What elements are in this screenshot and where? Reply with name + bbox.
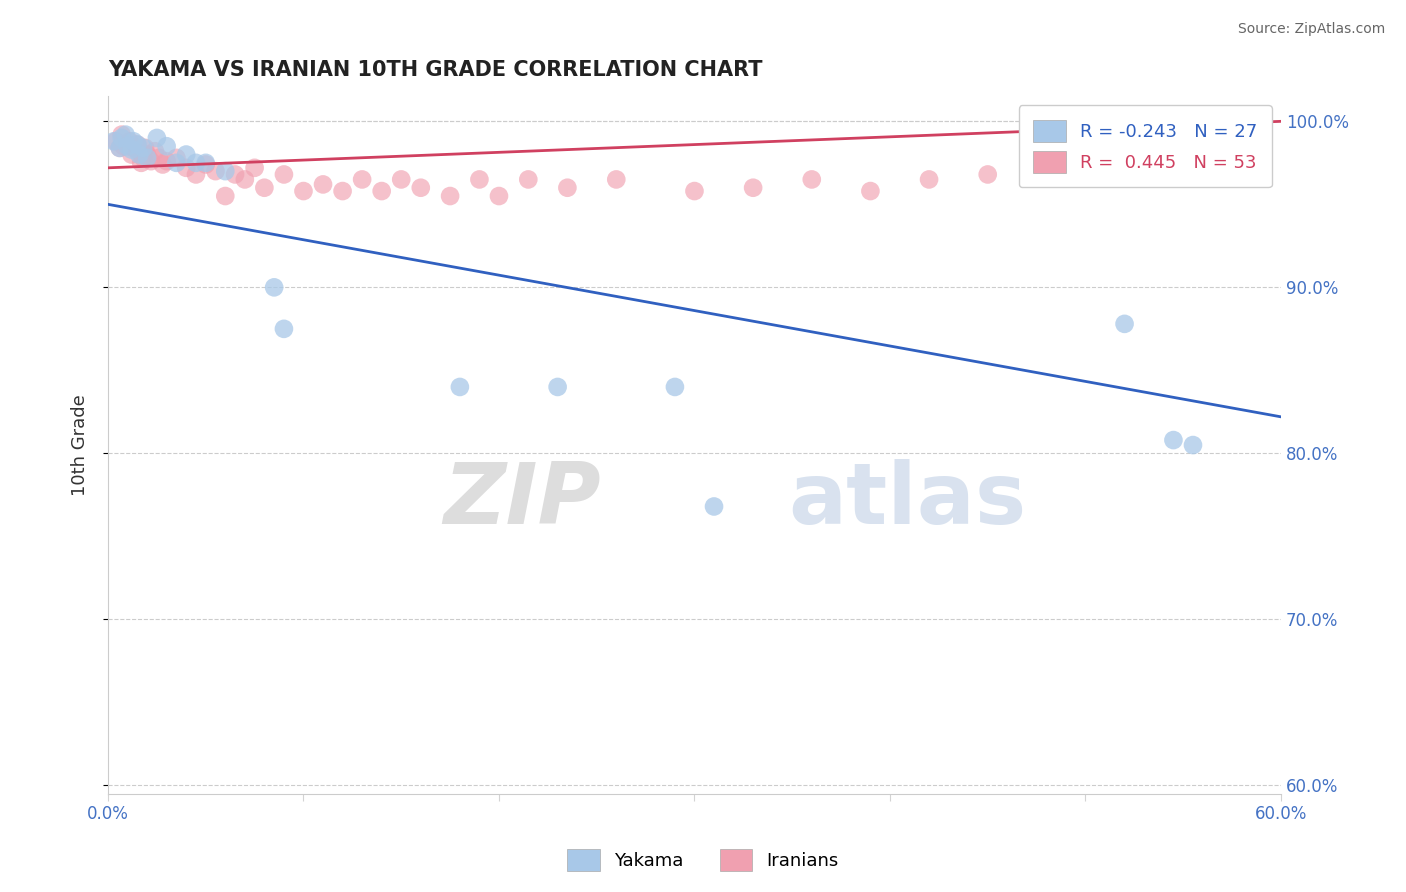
Point	[143, 145, 166, 159]
Point	[111, 131, 134, 145]
Point	[683, 184, 706, 198]
Point	[184, 168, 207, 182]
Point	[332, 184, 354, 198]
Point	[194, 156, 217, 170]
Point	[389, 172, 412, 186]
Point	[352, 172, 374, 186]
Point	[174, 147, 197, 161]
Point	[104, 134, 127, 148]
Point	[263, 280, 285, 294]
Point	[120, 143, 142, 157]
Point	[117, 137, 139, 152]
Point	[128, 145, 150, 159]
Point	[184, 156, 207, 170]
Point	[517, 172, 540, 186]
Point	[233, 172, 256, 186]
Point	[132, 141, 155, 155]
Point	[253, 180, 276, 194]
Point	[148, 151, 170, 165]
Point	[243, 161, 266, 175]
Point	[156, 139, 179, 153]
Point	[117, 139, 139, 153]
Text: Source: ZipAtlas.com: Source: ZipAtlas.com	[1237, 22, 1385, 37]
Point	[605, 172, 627, 186]
Point	[918, 172, 941, 186]
Point	[370, 184, 392, 198]
Point	[439, 189, 461, 203]
Point	[273, 168, 295, 182]
Point	[800, 172, 823, 186]
Point	[108, 141, 131, 155]
Point	[1181, 438, 1204, 452]
Point	[136, 147, 159, 161]
Point	[114, 128, 136, 142]
Point	[1240, 120, 1263, 134]
Point	[111, 128, 134, 142]
Point	[146, 131, 169, 145]
Point	[557, 180, 579, 194]
Point	[214, 189, 236, 203]
Text: ZIP: ZIP	[443, 459, 600, 542]
Point	[742, 180, 765, 194]
Point	[204, 164, 226, 178]
Point	[139, 154, 162, 169]
Point	[977, 168, 1000, 182]
Point	[134, 141, 156, 155]
Point	[1220, 126, 1243, 140]
Point	[103, 134, 125, 148]
Point	[1163, 433, 1185, 447]
Text: YAKAMA VS IRANIAN 10TH GRADE CORRELATION CHART: YAKAMA VS IRANIAN 10TH GRADE CORRELATION…	[108, 60, 762, 79]
Point	[128, 147, 150, 161]
Point	[129, 156, 152, 170]
Point	[127, 137, 149, 152]
Point	[312, 178, 335, 192]
Point	[547, 380, 569, 394]
Legend: R = -0.243   N = 27, R =  0.445   N = 53: R = -0.243 N = 27, R = 0.445 N = 53	[1019, 105, 1272, 187]
Point	[224, 168, 246, 182]
Point	[273, 322, 295, 336]
Point	[214, 164, 236, 178]
Point	[122, 134, 145, 148]
Text: atlas: atlas	[789, 459, 1026, 542]
Point	[120, 147, 142, 161]
Point	[118, 134, 141, 148]
Point	[664, 380, 686, 394]
Point	[1173, 139, 1195, 153]
Point	[703, 500, 725, 514]
Point	[136, 151, 159, 165]
Point	[449, 380, 471, 394]
Point	[488, 189, 510, 203]
Point	[1201, 134, 1223, 148]
Point	[127, 137, 149, 152]
Point	[174, 161, 197, 175]
Point	[292, 184, 315, 198]
Point	[1114, 317, 1136, 331]
Point	[152, 157, 174, 171]
Point	[108, 141, 131, 155]
Point	[156, 154, 179, 169]
Y-axis label: 10th Grade: 10th Grade	[72, 394, 89, 496]
Point	[165, 151, 187, 165]
Point	[122, 141, 145, 155]
Point	[194, 157, 217, 171]
Point	[112, 139, 135, 153]
Point	[132, 151, 155, 165]
Legend: Yakama, Iranians: Yakama, Iranians	[560, 842, 846, 879]
Point	[468, 172, 491, 186]
Point	[409, 180, 432, 194]
Point	[859, 184, 882, 198]
Point	[165, 156, 187, 170]
